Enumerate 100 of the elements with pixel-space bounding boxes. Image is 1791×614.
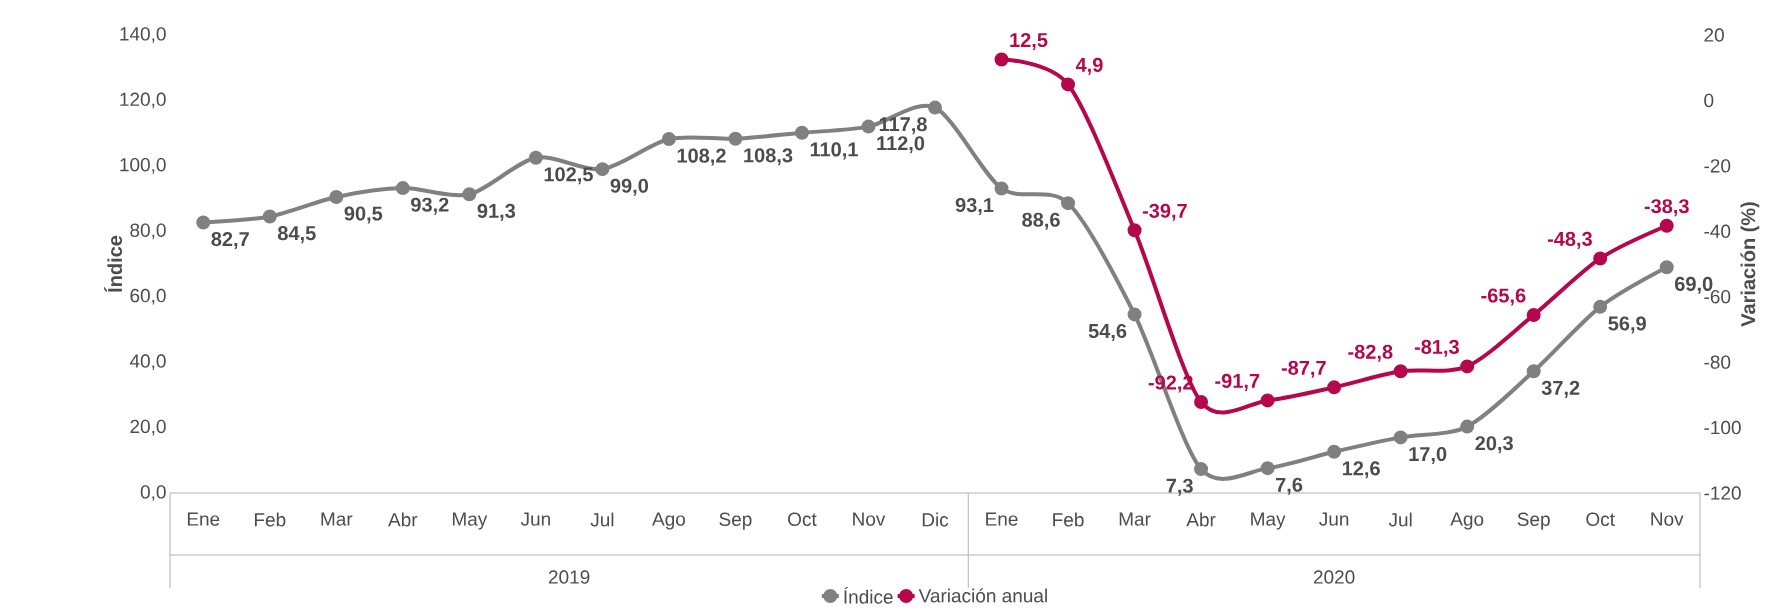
- point: [528, 150, 543, 165]
- data-label: 4,9: [1075, 57, 1103, 75]
- x-tick-label: Jul: [1388, 512, 1412, 527]
- data-label: 56,9: [1608, 316, 1646, 334]
- x-tick-label: Feb: [1053, 512, 1084, 527]
- point: [861, 119, 876, 134]
- x-tick-label: Jun: [1319, 512, 1349, 526]
- data-label: 117,8: [879, 117, 927, 135]
- y-tick-label: 100,0: [120, 158, 166, 174]
- x-tick-label: Jun: [520, 512, 550, 526]
- data-label: 7,6: [1276, 477, 1303, 495]
- point: [1526, 308, 1541, 323]
- y2-tick-label: -20: [1704, 159, 1731, 173]
- x-tick-label: Nov: [853, 512, 886, 526]
- y2-tick-label: -40: [1704, 224, 1731, 239]
- data-label: 91,3: [477, 203, 516, 221]
- data-label: -82,8: [1348, 344, 1393, 362]
- x-tick-label: Ago: [1450, 512, 1484, 530]
- point: [329, 189, 344, 204]
- point: [1593, 299, 1608, 314]
- data-label: 84,5: [277, 226, 316, 244]
- data-label: 54,6: [1088, 323, 1127, 341]
- data-label: 90,5: [344, 206, 383, 224]
- data-label: 7,3: [1166, 478, 1193, 496]
- data-label: 99,0: [610, 178, 649, 196]
- point: [661, 132, 676, 147]
- point: [1127, 223, 1142, 238]
- point: [1127, 307, 1142, 322]
- point: [928, 100, 942, 115]
- point: [1260, 461, 1275, 476]
- y-tick-label: 80,0: [130, 223, 166, 240]
- point: [1393, 430, 1408, 445]
- y2-tick-label: 0: [1704, 93, 1714, 108]
- x-tick-label: Jul: [590, 512, 614, 527]
- point: [1460, 419, 1475, 434]
- x-tick-label: Feb: [254, 512, 286, 527]
- point: [262, 209, 277, 224]
- x-tick-label: Abr: [1186, 512, 1216, 527]
- data-label: 88,6: [1022, 212, 1060, 230]
- y2-tick-label: -120: [1704, 486, 1741, 500]
- point: [1393, 364, 1408, 379]
- point: [1194, 395, 1209, 410]
- y2-axis-title: Variación (%): [1740, 202, 1760, 327]
- point: [1327, 444, 1342, 459]
- point: [728, 131, 743, 146]
- x-tick-label: Oct: [788, 512, 817, 526]
- x-tick-label: Ene: [986, 512, 1018, 526]
- x-tick-label: May: [452, 512, 488, 530]
- point: [1659, 218, 1674, 233]
- y-tick-label: 120,0: [120, 92, 166, 109]
- x-tick-label: Abr: [388, 512, 418, 527]
- point: [1460, 359, 1475, 374]
- point: [1260, 393, 1275, 408]
- point: [994, 52, 1009, 67]
- y-tick-label: 60,0: [130, 288, 166, 305]
- y-tick-label: 0,0: [140, 485, 166, 501]
- point: [462, 187, 477, 202]
- data-label: -48,3: [1547, 231, 1592, 249]
- point: [196, 215, 211, 230]
- data-label: -65,6: [1481, 288, 1526, 306]
- data-label: 108,3: [744, 148, 793, 166]
- data-label: 93,2: [411, 197, 449, 215]
- data-label: 37,2: [1541, 380, 1580, 398]
- data-label: 112,0: [877, 136, 925, 154]
- data-label: 17,0: [1409, 446, 1447, 464]
- data-label: 108,2: [677, 148, 726, 166]
- text: 2019: [548, 570, 590, 584]
- point: [1659, 260, 1674, 275]
- y-axis-title: Índice: [104, 235, 123, 292]
- data-label: 93,1: [955, 197, 994, 216]
- data-label: 12,5: [1010, 32, 1048, 50]
- point: [1061, 196, 1076, 211]
- data-label: -91,7: [1215, 373, 1260, 391]
- point: [794, 125, 809, 140]
- y2-tick-label: 20: [1704, 28, 1724, 42]
- data-label: -38,3: [1644, 199, 1689, 217]
- legend-label: Índice: [844, 587, 893, 604]
- data-label: 110,1: [810, 142, 858, 160]
- data-label: -87,7: [1281, 360, 1326, 378]
- point: [1327, 380, 1342, 395]
- point: [1194, 462, 1209, 477]
- x-tick-label: May: [1251, 512, 1286, 530]
- point: [395, 181, 410, 196]
- point: [1061, 77, 1076, 92]
- x-tick-label: Nov: [1651, 512, 1684, 526]
- x-tick-label: Mar: [1119, 512, 1151, 526]
- data-label: -81,3: [1414, 339, 1459, 357]
- y-tick-label: 20,0: [130, 419, 166, 436]
- point: [595, 162, 610, 177]
- y-tick-label: 40,0: [129, 354, 166, 370]
- point: [994, 181, 1009, 196]
- point: [1526, 364, 1541, 379]
- point: [1593, 251, 1608, 266]
- y2-tick-label: -100: [1704, 420, 1741, 435]
- x-tick-label: Sep: [719, 512, 752, 530]
- data-label: 102,5: [544, 167, 593, 185]
- data-label: 82,7: [211, 231, 249, 250]
- data-label: 20,3: [1475, 436, 1513, 454]
- text: 2020: [1313, 570, 1355, 584]
- data-label: 12,6: [1342, 461, 1380, 479]
